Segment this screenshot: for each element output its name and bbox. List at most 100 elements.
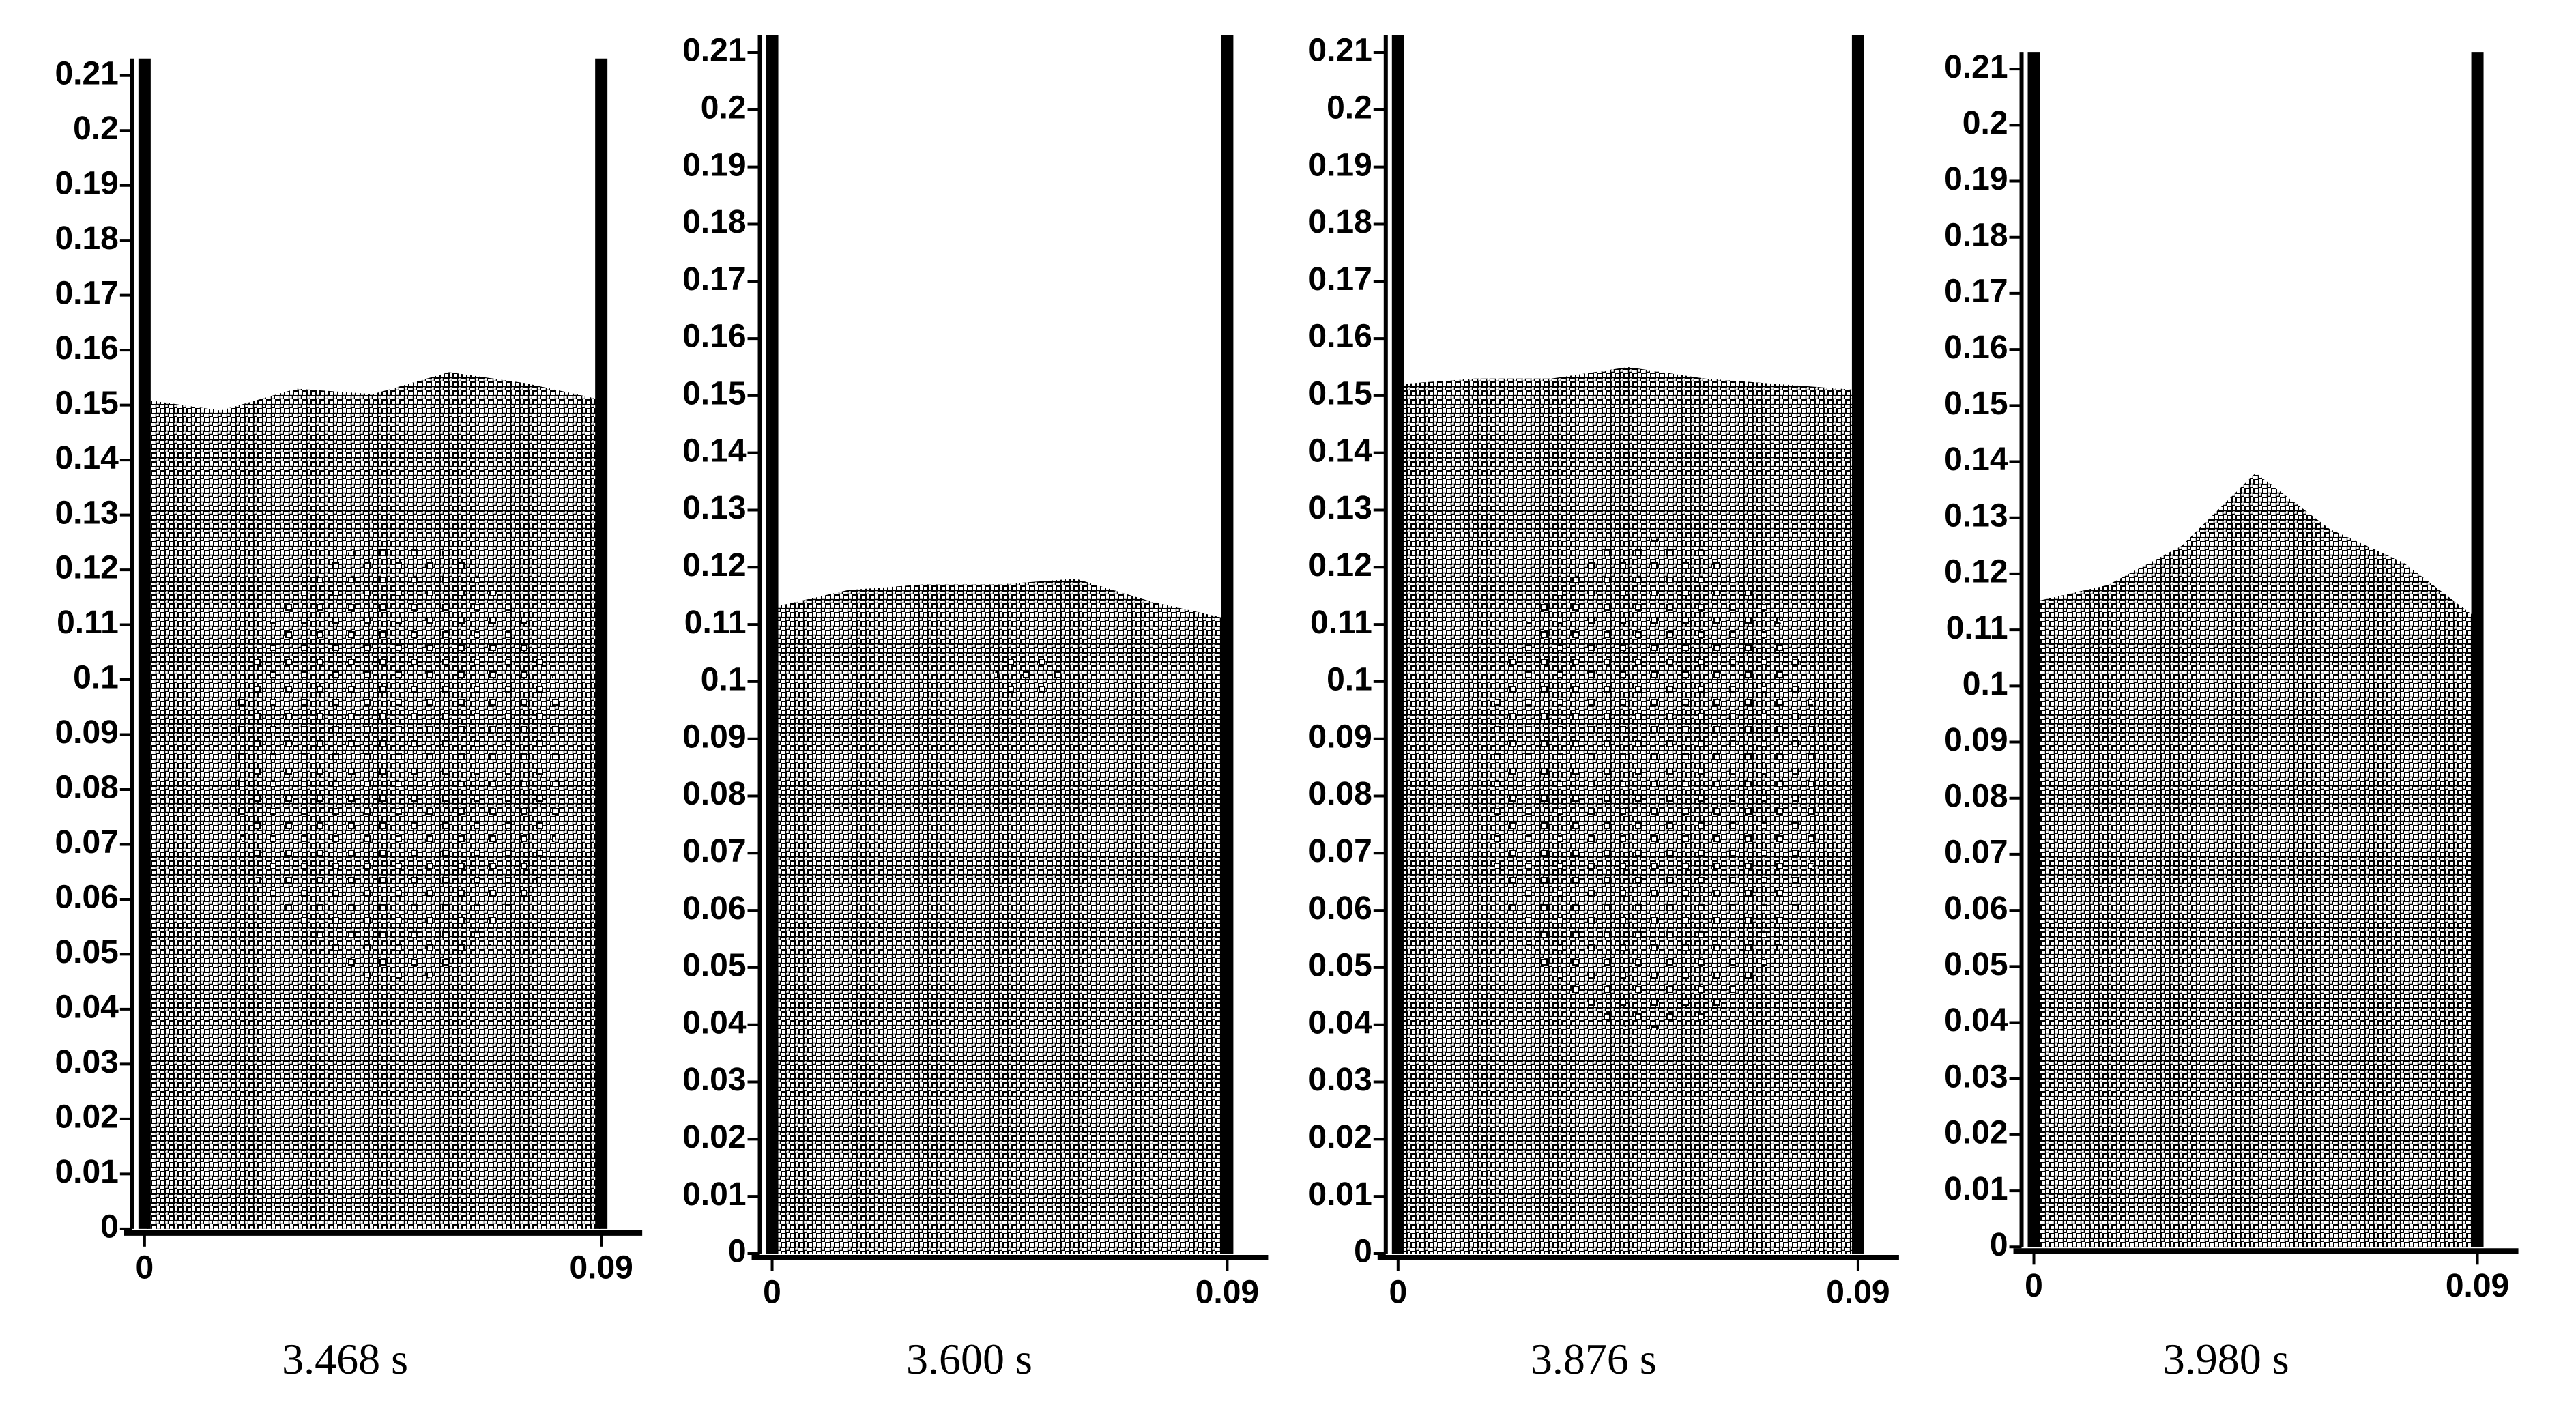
y-tick-label: 0.16 — [1308, 319, 1372, 355]
y-tick-label: 0.11 — [1946, 610, 2008, 646]
y-tick-label: 0.21 — [55, 55, 118, 91]
bubble — [1485, 538, 1823, 1031]
y-tick-label: 0.09 — [55, 714, 118, 751]
y-tick-label: 0.12 — [682, 547, 746, 583]
y-tick-label: 0.1 — [1327, 662, 1372, 698]
y-tick-label: 0.16 — [55, 330, 118, 366]
y-tick-label: 0.04 — [682, 1004, 747, 1041]
y-tick-label: 0.08 — [55, 770, 118, 806]
y-tick-label: 0.13 — [1308, 490, 1372, 526]
y-tick-label: 0.12 — [1944, 554, 2008, 590]
y-tick-label: 0.1 — [1963, 666, 2008, 702]
particle-bed — [2034, 472, 2478, 1247]
y-tick-label: 0.14 — [682, 433, 747, 469]
y-tick-label: 0.18 — [682, 204, 746, 240]
y-tick-label: 0.13 — [55, 495, 118, 531]
y-tick-label: 0.19 — [682, 147, 746, 183]
panel-caption: 3.600 s — [906, 1335, 1032, 1383]
y-tick-label: 0.08 — [1308, 776, 1372, 812]
y-tick-label: 0.2 — [1963, 105, 2008, 141]
y-tick-label: 0.11 — [57, 605, 119, 641]
y-tick-label: 0.21 — [1944, 49, 2008, 85]
y-tick-label: 0 — [1990, 1227, 2008, 1263]
y-tick-label: 0.2 — [701, 90, 747, 126]
y-tick-label: 0.06 — [1944, 891, 2008, 927]
y-tick-label: 0.11 — [684, 605, 747, 641]
y-tick-label: 0.19 — [55, 165, 118, 201]
y-tick-label: 0.07 — [1944, 835, 2008, 871]
y-tick-label: 0.17 — [1944, 274, 2008, 310]
y-tick-label: 0.18 — [1944, 217, 2008, 253]
y-tick-label: 0.13 — [682, 490, 746, 526]
x-tick-label: 0 — [136, 1250, 154, 1286]
y-tick-label: 0.03 — [55, 1044, 118, 1080]
x-tick-label: 0.09 — [1826, 1275, 1890, 1311]
y-tick-label: 0.11 — [1310, 605, 1372, 641]
y-tick-label: 0.04 — [1308, 1004, 1372, 1041]
x-tick-label: 0 — [1389, 1275, 1407, 1311]
y-tick-label: 0.17 — [1308, 261, 1372, 298]
y-tick-label: 0.21 — [682, 33, 746, 69]
y-tick-label: 0 — [100, 1209, 119, 1245]
y-tick-label: 0.03 — [682, 1062, 746, 1098]
y-tick-label: 0.1 — [73, 660, 119, 696]
y-tick-label: 0.06 — [55, 880, 118, 916]
y-tick-label: 0.15 — [1944, 386, 2008, 422]
y-tick-label: 0.09 — [1308, 719, 1372, 755]
y-tick-label: 0.01 — [1944, 1171, 2008, 1207]
y-tick-label: 0.01 — [1308, 1176, 1372, 1213]
y-tick-label: 0.06 — [1308, 891, 1372, 927]
y-tick-label: 0.07 — [682, 833, 746, 869]
y-tick-label: 0.13 — [1944, 497, 2008, 534]
particle-bed — [772, 579, 1228, 1254]
y-tick-label: 0.04 — [1944, 1002, 2008, 1039]
y-tick-label: 0.2 — [73, 111, 119, 147]
y-tick-label: 0.09 — [682, 719, 746, 755]
y-tick-label: 0 — [728, 1234, 747, 1270]
y-tick-label: 0.02 — [1308, 1119, 1372, 1155]
y-tick-label: 0.15 — [1308, 376, 1372, 412]
y-tick-label: 0.04 — [55, 989, 119, 1026]
x-tick-label: 0.09 — [2446, 1268, 2509, 1304]
y-tick-label: 0.01 — [55, 1154, 118, 1190]
y-tick-label: 0.03 — [1308, 1062, 1372, 1098]
panel-caption: 3.468 s — [282, 1335, 408, 1383]
y-tick-label: 0.19 — [1308, 147, 1372, 183]
y-tick-label: 0.05 — [1944, 946, 2008, 983]
y-tick-label: 0.02 — [1944, 1115, 2008, 1151]
y-tick-label: 0.2 — [1327, 90, 1372, 126]
y-tick-label: 0.1 — [701, 662, 747, 698]
y-tick-label: 0.01 — [682, 1176, 746, 1213]
y-tick-label: 0.15 — [682, 376, 746, 412]
y-tick-label: 0 — [1354, 1234, 1372, 1270]
bubble — [231, 542, 566, 982]
y-tick-label: 0.16 — [682, 319, 746, 355]
y-tick-label: 0.12 — [1308, 547, 1372, 583]
y-tick-label: 0.12 — [55, 550, 118, 586]
y-tick-label: 0.18 — [1308, 204, 1372, 240]
bubble — [994, 652, 1076, 699]
y-tick-label: 0.15 — [55, 385, 118, 421]
x-tick-label: 0.09 — [569, 1250, 633, 1286]
y-tick-label: 0.18 — [55, 220, 118, 257]
y-tick-label: 0.06 — [682, 891, 746, 927]
y-tick-label: 0.05 — [55, 934, 118, 970]
y-tick-label: 0.09 — [1944, 722, 2008, 758]
x-tick-label: 0 — [763, 1275, 781, 1311]
y-tick-label: 0.05 — [1308, 948, 1372, 984]
y-tick-label: 0.14 — [55, 440, 119, 476]
y-tick-label: 0.05 — [682, 948, 746, 984]
y-tick-label: 0.21 — [1308, 33, 1372, 69]
y-tick-label: 0.19 — [1944, 161, 2008, 197]
y-tick-label: 0.14 — [1944, 442, 2008, 478]
y-tick-label: 0.02 — [55, 1099, 118, 1135]
panel-caption: 3.980 s — [2163, 1335, 2289, 1383]
y-tick-label: 0.08 — [682, 776, 746, 812]
y-tick-label: 0.03 — [1944, 1058, 2008, 1095]
y-tick-label: 0.07 — [1308, 833, 1372, 869]
y-tick-label: 0.16 — [1944, 330, 2008, 366]
y-tick-label: 0.02 — [682, 1119, 746, 1155]
x-tick-label: 0 — [2025, 1268, 2043, 1304]
x-tick-label: 0.09 — [1196, 1275, 1259, 1311]
